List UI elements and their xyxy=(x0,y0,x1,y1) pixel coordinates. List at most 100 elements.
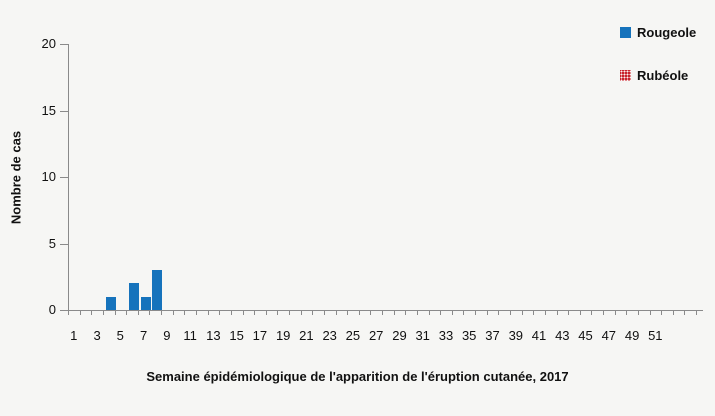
x-tick-label: 3 xyxy=(93,328,101,343)
x-tick-label: 25 xyxy=(345,328,361,343)
x-tick xyxy=(289,311,290,315)
x-tick-label: 1 xyxy=(70,328,78,343)
legend-item-rubeole: Rubéole xyxy=(620,67,696,83)
x-tick-label: 39 xyxy=(508,328,524,343)
y-tick xyxy=(60,110,68,112)
x-tick xyxy=(370,311,372,315)
x-tick-label: 5 xyxy=(116,328,124,343)
y-tick-label: 10 xyxy=(41,169,56,184)
x-tick xyxy=(172,311,174,315)
x-tick-label: 9 xyxy=(163,328,171,343)
x-tick-label: 29 xyxy=(392,328,407,343)
y-tick-label: 20 xyxy=(41,36,56,51)
x-tick xyxy=(440,311,442,315)
x-tick xyxy=(68,311,69,315)
y-tick-label: 5 xyxy=(48,235,56,251)
x-tick xyxy=(451,311,453,315)
x-tick xyxy=(102,311,104,315)
x-tick xyxy=(300,311,302,315)
x-tick xyxy=(184,311,186,315)
x-tick xyxy=(416,311,418,315)
x-tick xyxy=(637,311,639,315)
x-tick-label: 37 xyxy=(485,328,500,343)
x-tick xyxy=(114,311,116,315)
rubeole-swatch-icon xyxy=(620,69,631,81)
x-tick xyxy=(498,311,500,315)
bar-rougeole-week-6 xyxy=(129,283,139,310)
x-tick xyxy=(79,311,81,315)
x-tick xyxy=(672,311,674,315)
x-tick-label: 51 xyxy=(648,328,663,343)
x-tick xyxy=(230,311,232,315)
y-axis-title: Nombre de cas xyxy=(8,130,24,225)
x-tick xyxy=(556,311,558,315)
x-tick xyxy=(626,311,628,315)
x-tick-label: 33 xyxy=(438,328,454,343)
x-tick xyxy=(509,311,511,315)
y-tick-label: 0 xyxy=(48,302,56,317)
x-tick xyxy=(428,311,430,315)
x-tick-label: 7 xyxy=(139,328,148,343)
x-tick-label: 27 xyxy=(368,328,384,343)
x-tick xyxy=(195,311,197,315)
x-tick xyxy=(382,311,383,315)
x-tick xyxy=(149,311,151,315)
legend: Rougeole Rubéole xyxy=(620,24,696,110)
x-tick xyxy=(91,311,93,315)
x-tick-label: 41 xyxy=(531,328,547,343)
x-tick xyxy=(486,311,488,315)
y-axis-line xyxy=(68,44,69,310)
x-tick xyxy=(544,311,546,315)
x-tick xyxy=(533,311,535,315)
x-tick xyxy=(603,311,604,315)
x-tick xyxy=(463,311,465,315)
x-tick xyxy=(521,311,523,315)
x-tick xyxy=(126,311,128,315)
x-tick-label: 31 xyxy=(415,328,430,343)
x-tick xyxy=(405,311,407,315)
x-tick-label: 15 xyxy=(229,328,244,343)
x-tick-label: 19 xyxy=(275,328,291,343)
x-tick xyxy=(265,311,267,315)
y-tick xyxy=(60,243,68,245)
x-tick xyxy=(591,311,593,315)
x-tick xyxy=(614,311,616,315)
legend-item-rougeole: Rougeole xyxy=(620,24,696,40)
x-tick xyxy=(312,311,314,315)
x-tick xyxy=(277,311,279,315)
y-tick xyxy=(60,310,68,311)
x-tick xyxy=(358,311,360,315)
x-tick xyxy=(347,311,349,315)
x-tick xyxy=(579,311,581,315)
y-tick xyxy=(60,44,68,45)
x-tick xyxy=(254,311,256,315)
x-tick xyxy=(475,311,477,315)
x-tick xyxy=(696,311,697,315)
x-tick xyxy=(568,311,570,315)
x-tick-label: 17 xyxy=(252,328,268,343)
x-tick xyxy=(393,311,395,315)
x-tick-label: 21 xyxy=(299,328,314,343)
bar-rougeole-week-8 xyxy=(152,270,163,310)
x-tick-label: 11 xyxy=(183,328,197,343)
x-tick-label: 43 xyxy=(555,328,570,343)
y-tick xyxy=(60,177,68,178)
x-axis-line xyxy=(68,310,703,311)
y-tick-label: 15 xyxy=(41,102,56,118)
x-tick xyxy=(335,311,337,315)
x-tick-label: 47 xyxy=(601,328,617,343)
legend-label-rubeole: Rubéole xyxy=(637,67,689,83)
x-tick xyxy=(649,311,651,315)
x-tick xyxy=(242,311,244,315)
x-tick xyxy=(661,311,663,315)
x-tick-label: 49 xyxy=(624,328,640,343)
x-tick-label: 23 xyxy=(322,328,337,343)
legend-label-rougeole: Rougeole xyxy=(637,24,697,40)
rougeole-swatch-icon xyxy=(620,26,631,38)
bar-rougeole-week-4 xyxy=(105,296,116,310)
x-tick xyxy=(323,311,325,315)
x-tick xyxy=(219,311,221,315)
x-tick-label: 35 xyxy=(461,328,477,343)
x-tick-label: 13 xyxy=(206,328,221,343)
x-tick xyxy=(137,311,139,315)
